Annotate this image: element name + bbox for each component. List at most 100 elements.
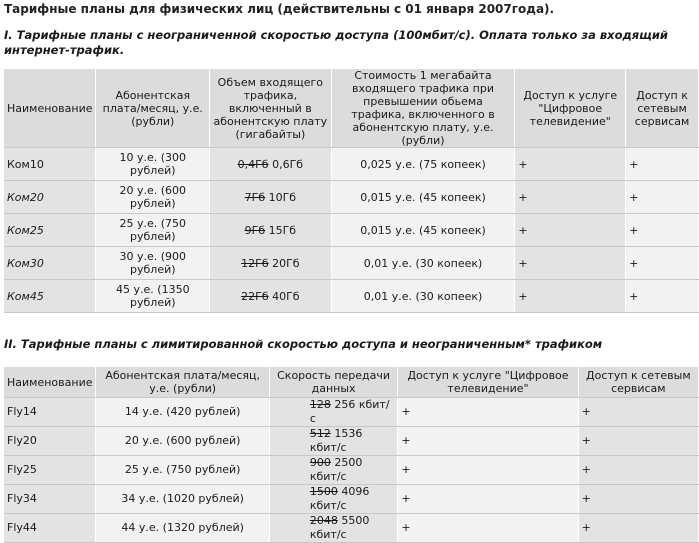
section2-heading: II. Тарифные планы с лимитированной скор…: [4, 337, 603, 351]
table-row: Fly44 44 у.е. (1320 рублей) 2048 5500 кб…: [4, 513, 699, 543]
header-name: Наименование: [4, 367, 97, 398]
plan-price: 0,025 у.е. (75 копеек): [331, 147, 516, 181]
plan-net: +: [578, 484, 699, 514]
table1-header-row: Наименование Абонентская плата/месяц, у.…: [4, 69, 699, 148]
header-price: Стоимость 1 мегабайта входящего трафика …: [331, 69, 516, 148]
new-volume: 0,6Гб: [268, 157, 304, 171]
plan-price: 0,015 у.е. (45 копеек): [331, 213, 516, 247]
table-row: Ком25 25 у.е. (750 рублей) 9Гб 15Гб 0,01…: [4, 213, 699, 247]
plan-name: Fly44: [4, 513, 97, 543]
header-volume: Объем входящего трафика, включенный в аб…: [209, 69, 332, 148]
plan-tv: +: [514, 180, 627, 214]
plan-volume: 9Гб 15Гб: [209, 213, 332, 247]
old-speed: 128: [309, 398, 331, 411]
plan-tv: +: [397, 397, 579, 427]
new-volume: 40Гб: [268, 289, 300, 303]
header-tv: Доступ к услуге "Цифровое телевидение": [397, 367, 579, 398]
plan-tv: +: [514, 213, 627, 247]
table-row: Fly20 20 у.е. (600 рублей) 512 1536 кбит…: [4, 426, 699, 456]
plan-name: Ком10: [4, 147, 97, 181]
table-row: Ком20 20 у.е. (600 рублей) 7Гб 10Гб 0,01…: [4, 180, 699, 214]
plan-net: +: [578, 397, 699, 427]
plan-speed: 2048 5500 кбит/с: [269, 513, 399, 543]
plan-name: Fly34: [4, 484, 97, 514]
plan-speed: 128 256 кбит/с: [269, 397, 399, 427]
new-volume: 15Гб: [265, 223, 297, 237]
table-row: Fly14 14 у.е. (420 рублей) 128 256 кбит/…: [4, 397, 699, 427]
plan-net: +: [625, 147, 699, 181]
old-speed: 1500: [309, 485, 338, 498]
plan-name: Fly20: [4, 426, 97, 456]
plan-fee: 25 у.е. (750 рублей): [95, 455, 270, 485]
plan-fee: 10 у.е. (300 рублей): [95, 147, 211, 181]
plan-tv: +: [514, 246, 627, 280]
plan-fee: 30 у.е. (900 рублей): [95, 246, 211, 280]
plan-name: Fly25: [4, 455, 97, 485]
table-row: Ком10 10 у.е. (300 рублей) 0,4Гб 0,6Гб 0…: [4, 147, 699, 181]
plan-price: 0,01 у.е. (30 копеек): [331, 246, 516, 280]
old-volume: 22Гб: [241, 289, 269, 303]
plan-net: +: [578, 455, 699, 485]
page-title: Тарифные планы для физических лиц (дейст…: [4, 2, 555, 16]
plan-speed: 900 2500 кбит/с: [269, 455, 399, 485]
old-speed: 2048: [309, 514, 338, 527]
plan-tv: +: [397, 513, 579, 543]
plan-tv: +: [514, 279, 627, 313]
plan-tv: +: [514, 147, 627, 181]
plan-net: +: [625, 279, 699, 313]
table-row: Fly34 34 у.е. (1020 рублей) 1500 4096 кб…: [4, 484, 699, 514]
plan-net: +: [625, 213, 699, 247]
header-tv: Доступ к услуге "Цифровое телевидение": [514, 69, 627, 148]
plan-fee: 44 у.е. (1320 рублей): [95, 513, 270, 543]
old-volume: 7Гб: [244, 190, 266, 204]
plan-price: 0,015 у.е. (45 копеек): [331, 180, 516, 214]
new-speed: 256 кбит/с: [309, 398, 390, 425]
plan-name: Ком25: [4, 213, 97, 247]
plan-net: +: [578, 426, 699, 456]
new-volume: 20Гб: [268, 256, 300, 270]
plan-price: 0,01 у.е. (30 копеек): [331, 279, 516, 313]
old-volume: 9Гб: [244, 223, 266, 237]
header-fee: Абонентская плата/месяц, у.е. (рубли): [95, 367, 270, 398]
plan-speed: 512 1536 кбит/с: [269, 426, 399, 456]
old-volume: 12Гб: [241, 256, 269, 270]
plan-volume: 0,4Гб 0,6Гб: [209, 147, 332, 181]
plan-volume: 12Гб 20Гб: [209, 246, 332, 280]
plan-fee: 14 у.е. (420 рублей): [95, 397, 270, 427]
limited-speed-plans-table: Наименование Абонентская плата/месяц, у.…: [4, 367, 699, 543]
plan-volume: 7Гб 10Гб: [209, 180, 332, 214]
new-speed: 1536 кбит/с: [309, 427, 363, 454]
plan-fee: 20 у.е. (600 рублей): [95, 180, 211, 214]
section1-heading: I. Тарифные планы с неограниченной скоро…: [4, 28, 668, 57]
header-net: Доступ к сетевым сервисам: [625, 69, 699, 148]
table-row: Fly25 25 у.е. (750 рублей) 900 2500 кбит…: [4, 455, 699, 485]
plan-fee: 25 у.е. (750 рублей): [95, 213, 211, 247]
old-volume: 0,4Гб: [237, 157, 269, 171]
header-speed: Скорость передачи данных: [269, 367, 399, 398]
plan-tv: +: [397, 455, 579, 485]
table2-header-row: Наименование Абонентская плата/месяц, у.…: [4, 367, 699, 398]
plan-fee: 20 у.е. (600 рублей): [95, 426, 270, 456]
unlimited-speed-plans-table: Наименование Абонентская плата/месяц, у.…: [4, 69, 699, 313]
plan-name: Ком45: [4, 279, 97, 313]
plan-fee: 34 у.е. (1020 рублей): [95, 484, 270, 514]
header-name: Наименование: [4, 69, 97, 148]
plan-net: +: [578, 513, 699, 543]
old-speed: 512: [309, 427, 331, 440]
plan-tv: +: [397, 484, 579, 514]
plan-speed: 1500 4096 кбит/с: [269, 484, 399, 514]
table-row: Ком30 30 у.е. (900 рублей) 12Гб 20Гб 0,0…: [4, 246, 699, 280]
table-row: Ком45 45 у.е. (1350 рублей) 22Гб 40Гб 0,…: [4, 279, 699, 313]
plan-fee: 45 у.е. (1350 рублей): [95, 279, 211, 313]
new-speed: 2500 кбит/с: [309, 456, 363, 483]
plan-net: +: [625, 180, 699, 214]
header-net: Доступ к сетевым сервисам: [578, 367, 699, 398]
old-speed: 900: [309, 456, 331, 469]
header-fee: Абонентская плата/месяц, у.е. (рубли): [95, 69, 211, 148]
plan-volume: 22Гб 40Гб: [209, 279, 332, 313]
plan-tv: +: [397, 426, 579, 456]
plan-name: Ком20: [4, 180, 97, 214]
plan-name: Fly14: [4, 397, 97, 427]
new-volume: 10Гб: [265, 190, 297, 204]
plan-name: Ком30: [4, 246, 97, 280]
